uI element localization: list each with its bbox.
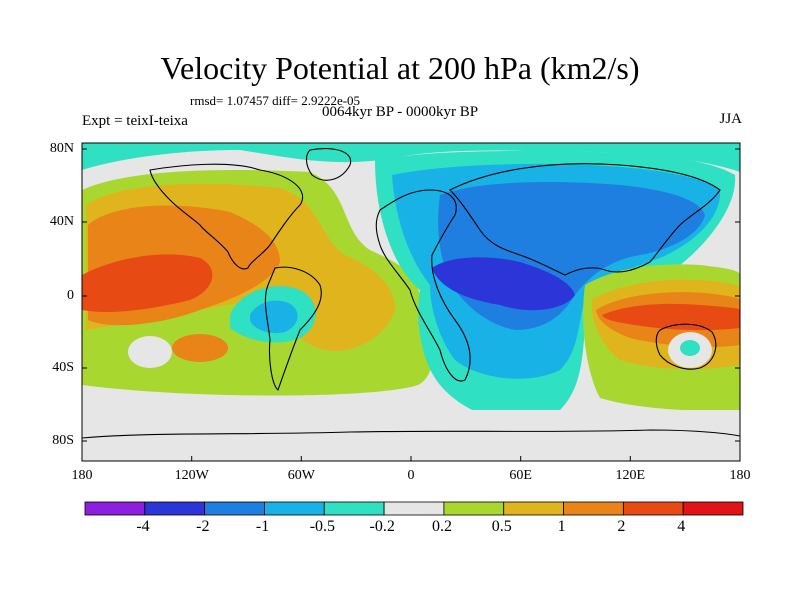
lat-label-40n: 40N — [49, 214, 74, 229]
asia-coast — [449, 163, 721, 276]
velocity-potential-map — [81, 142, 741, 462]
australia-coast — [655, 323, 717, 370]
colorbar-label: 0.2 — [432, 518, 452, 535]
colorbar-label: 2 — [617, 518, 626, 535]
colorbar-label: 0.5 — [491, 518, 512, 535]
pacific-positive-region-2 — [82, 254, 213, 312]
period-label: 0064kyr BP - 0000kyr BP — [322, 104, 479, 120]
colorbar — [84, 501, 744, 516]
south-america-negative-inner — [250, 300, 298, 334]
lat-label-80s: 80S — [52, 433, 74, 448]
colorbar-label: 1 — [557, 518, 566, 535]
colorbar-swatch — [323, 501, 385, 516]
eastern-negative-region-4 — [432, 257, 575, 311]
lat-label-40s: 40S — [52, 360, 74, 375]
colorbar-label: -2 — [196, 518, 210, 535]
maritime-positive-region-4 — [602, 303, 740, 331]
colorbar-label: -4 — [136, 518, 150, 535]
lon-label-60w: 60W — [287, 468, 315, 483]
colorbar-label: -1 — [255, 518, 270, 535]
arctic-negative-region — [82, 143, 740, 172]
lon-label-120w: 120W — [174, 468, 209, 483]
lon-label-180w: 180 — [71, 468, 93, 483]
colorbar-label: -0.5 — [309, 518, 336, 535]
colorbar-label: -0.2 — [369, 518, 395, 535]
contour-fill-layer — [82, 143, 740, 461]
lon-label-0: 0 — [407, 468, 415, 483]
greenland-coast — [305, 147, 352, 181]
colorbar-swatch — [622, 501, 684, 516]
south-america-coast — [264, 266, 322, 391]
lat-label-0: 0 — [67, 288, 74, 303]
lat-label-80n: 80N — [49, 141, 74, 156]
lon-label-180e: 180 — [729, 468, 751, 483]
colorbar-swatch — [383, 501, 445, 516]
stats-text: rmsd= 1.07457 diff= 2.9222e-05 — [190, 93, 361, 108]
lon-label-60e: 60E — [509, 468, 532, 483]
axis-ticks — [81, 148, 741, 461]
colorbar-swatch — [144, 501, 206, 516]
colorbar-swatch — [503, 501, 564, 516]
south-pacific-pocket — [128, 336, 172, 368]
europe-africa-coast — [375, 189, 471, 382]
lon-label-120e: 120E — [615, 468, 646, 483]
coastline-layer — [82, 147, 740, 439]
colorbar-swatch — [682, 501, 744, 516]
north-america-coast — [149, 163, 303, 270]
antarctic-band — [82, 410, 740, 461]
colorbar-swatch — [204, 501, 265, 516]
colorbar-swatch — [563, 501, 624, 516]
colorbar-swatch — [84, 501, 146, 516]
colorbar-label: 4 — [677, 518, 686, 535]
experiment-label: Expt = teixI-teixa — [82, 113, 188, 129]
colorbar-swatch — [264, 501, 325, 516]
antarctica-coast — [82, 429, 740, 439]
south-pacific-orange-blob — [172, 334, 228, 362]
colorbar-swatch — [443, 501, 505, 516]
season-label: JJA — [719, 111, 742, 127]
map-title: Velocity Potential at 200 hPa (km2/s) — [160, 50, 640, 86]
australia-negative-core — [680, 340, 700, 356]
